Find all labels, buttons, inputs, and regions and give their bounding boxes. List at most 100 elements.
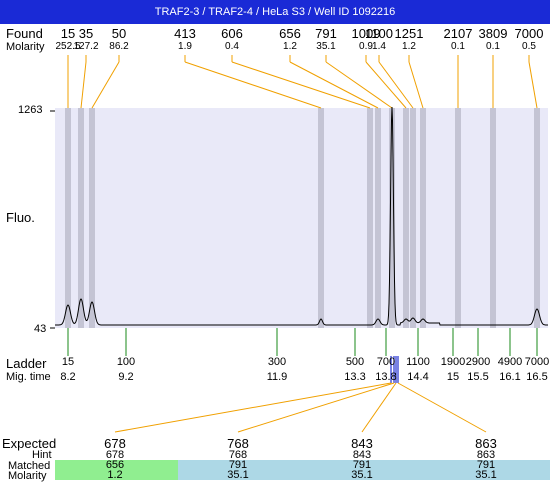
peak-band [78, 108, 84, 328]
expected-connector [114, 382, 392, 433]
ladder-mig-time: 15.5 [467, 371, 489, 383]
found-peak-size: 1009 [351, 26, 381, 41]
y-axis-max: 1263 [18, 104, 43, 116]
expected-size: 843 [351, 436, 373, 451]
found-peak-size: 15 [60, 26, 76, 41]
ladder-size: 500 [345, 356, 365, 368]
found-peak-size: 3809 [478, 26, 508, 41]
peak-band [367, 108, 373, 328]
found-connector [408, 61, 424, 109]
found-peak-size: 606 [221, 26, 243, 41]
found-connector [325, 61, 393, 109]
expected-label: Expected [2, 436, 57, 451]
molarity-label: Molarity [6, 41, 45, 53]
found-peak-size: 791 [315, 26, 337, 41]
expected-connector [361, 382, 397, 433]
ladder-mig-time: 9.2 [118, 371, 134, 383]
found-connector [91, 61, 120, 109]
ladder-size: 300 [267, 356, 287, 368]
found-peak-molarity: 1.9 [178, 41, 192, 52]
found-connector [80, 61, 87, 109]
expected-connector [397, 382, 487, 433]
found-label: Found [6, 26, 43, 41]
fluorescence-trace [55, 106, 548, 326]
expected-molarity: 35.1 [351, 469, 373, 481]
expected-match-band [424, 460, 550, 480]
expected-match-band [301, 460, 424, 480]
expected-hint: 678 [105, 449, 125, 461]
expected-size: 678 [104, 436, 126, 451]
peak-band [490, 108, 496, 328]
found-connector [365, 61, 407, 109]
peak-band [410, 108, 416, 328]
ladder-mig-time: 13.8 [375, 371, 397, 383]
expected-molarity: 35.1 [227, 469, 249, 481]
title-text: TRAF2-3 / TRAF2-4 / HeLa S3 / Well ID 10… [154, 6, 396, 18]
expected-matched: 656 [105, 459, 125, 471]
ladder-size: 100 [116, 356, 136, 368]
peak-band [89, 108, 95, 328]
expected-hint: 843 [352, 449, 372, 461]
expected-match-band [178, 460, 301, 480]
peak-band [455, 108, 461, 328]
expected-matched: 791 [476, 459, 496, 471]
found-peak-size: 413 [174, 26, 196, 41]
ladder-mig-time: 16.5 [526, 371, 548, 383]
ladder-size: 1900 [440, 356, 466, 368]
found-peak-molarity: 86.2 [109, 41, 129, 52]
peak-band [420, 108, 426, 328]
expected-size: 863 [475, 436, 497, 451]
found-peak-molarity: 1.4 [372, 41, 386, 52]
found-peak-size: 7000 [514, 26, 544, 41]
found-peak-size: 656 [279, 26, 301, 41]
peak-band [318, 108, 324, 328]
ladder-mig-time: 15 [446, 371, 460, 383]
found-connector [528, 61, 538, 109]
plot-background [55, 108, 548, 328]
ladder-size: 7000 [524, 356, 550, 368]
peak-band [375, 108, 381, 328]
peak-band [389, 108, 395, 328]
found-peak-molarity: 0.1 [486, 41, 500, 52]
ladder-size: 700 [376, 356, 396, 368]
peak-band [534, 108, 540, 328]
found-peak-molarity: 35.1 [316, 41, 336, 52]
fluo-label: Fluo. [6, 210, 35, 225]
expected-matched: 791 [352, 459, 372, 471]
ladder-size: 2900 [465, 356, 491, 368]
found-peak-size: 1251 [394, 26, 424, 41]
ladder-mig-time: 16.1 [499, 371, 521, 383]
y-axis-min: 43 [34, 323, 47, 335]
ladder-size: 15 [61, 356, 75, 368]
found-connector [231, 61, 371, 109]
molarity2-label: Molarity [8, 470, 47, 482]
expected-hint: 768 [228, 449, 248, 461]
expected-hint: 863 [476, 449, 496, 461]
hint-label: Hint [32, 449, 52, 461]
found-peak-size: 50 [111, 26, 127, 41]
expected-matched: 791 [228, 459, 248, 471]
ladder-mig-time: 8.2 [60, 371, 76, 383]
ladder-mig-time: 14.4 [407, 371, 429, 383]
expected-connector [237, 382, 395, 433]
matched-label: Matched [8, 460, 51, 472]
mig-time-label: Mig. time [6, 371, 51, 383]
found-connector [184, 61, 322, 109]
ladder-size: 4900 [497, 356, 523, 368]
found-peak-molarity: 0.9 [359, 41, 373, 52]
found-peak-molarity: 0.5 [522, 41, 536, 52]
ladder-size: 1100 [406, 356, 430, 368]
found-peak-size: 2107 [443, 26, 473, 41]
found-peak-size: 35 [78, 26, 94, 41]
expected-match-band [55, 460, 178, 480]
expected-size: 768 [227, 436, 249, 451]
found-peak-molarity: 1.2 [283, 41, 297, 52]
found-peak-molarity: 1.2 [402, 41, 416, 52]
peak-band [403, 108, 409, 328]
peak-band [65, 108, 71, 328]
ladder-label: Ladder [6, 356, 47, 371]
found-connector [289, 61, 379, 109]
found-peak-molarity: 252.5 [55, 41, 81, 52]
found-peak-molarity: 127.2 [73, 41, 99, 52]
